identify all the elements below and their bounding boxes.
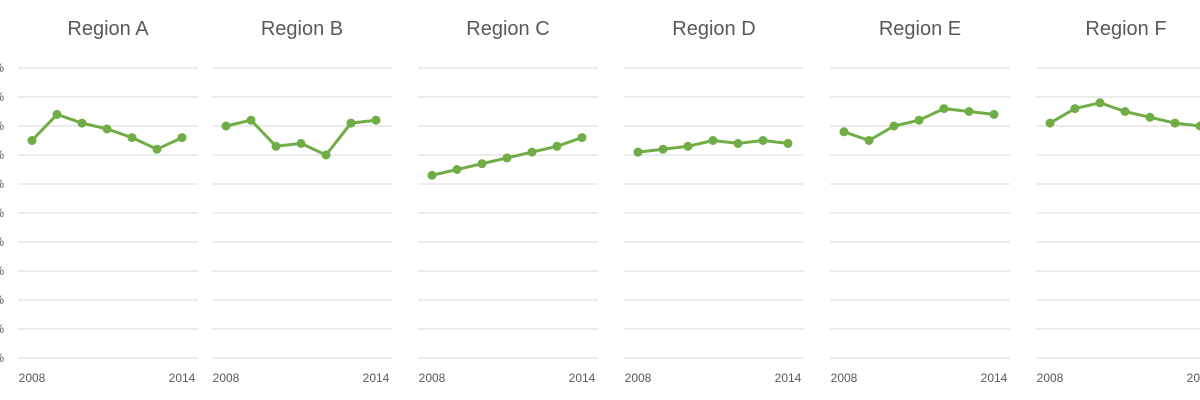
data-point <box>1045 118 1055 128</box>
data-point <box>1070 104 1080 114</box>
data-point <box>708 136 718 145</box>
y-tick-label: % <box>0 148 4 162</box>
panel-e: Region E 2008 2014 <box>830 18 1010 385</box>
data-point <box>221 121 231 131</box>
data-point <box>633 147 643 157</box>
data-point <box>527 147 537 157</box>
y-tick-label: % <box>0 119 4 133</box>
x-tick-label: 2014 <box>981 371 1008 385</box>
data-point <box>77 118 87 128</box>
panel-f: Region F 2008 2014 <box>1036 18 1200 385</box>
x-tick-label: 2014 <box>1187 371 1200 385</box>
panel-title: Region C <box>466 18 549 40</box>
data-point <box>733 138 743 148</box>
panel-b: Region B 2008 2014 <box>212 18 392 385</box>
data-point <box>964 107 974 116</box>
data-point <box>989 109 999 119</box>
data-point <box>864 136 874 145</box>
data-point <box>427 170 437 180</box>
y-tick-label: % <box>0 61 4 75</box>
data-point <box>177 133 187 143</box>
x-tick-label: 2014 <box>569 371 596 385</box>
panel-title: Region B <box>261 18 343 40</box>
data-point <box>683 141 693 151</box>
panel-c: Region C 2008 2014 <box>418 18 598 385</box>
panel-title: Region D <box>672 18 755 40</box>
data-point <box>27 136 37 145</box>
data-point <box>102 124 112 134</box>
data-point <box>152 144 162 154</box>
data-point <box>1170 118 1180 128</box>
x-tick-label: 2008 <box>19 371 46 385</box>
x-tick-label: 2014 <box>169 371 196 385</box>
x-tick-label: 2008 <box>625 371 652 385</box>
panel-title: Region E <box>879 18 961 40</box>
data-point <box>296 138 306 148</box>
y-tick-label: % <box>0 235 4 249</box>
data-point <box>658 144 668 154</box>
x-tick-label: 2014 <box>775 371 802 385</box>
data-point <box>839 127 849 137</box>
data-point <box>246 115 256 125</box>
data-point <box>939 104 949 114</box>
data-point <box>502 153 512 163</box>
x-tick-label: 2014 <box>363 371 390 385</box>
x-tick-label: 2008 <box>1037 371 1064 385</box>
data-point <box>783 138 793 148</box>
data-point <box>346 118 356 128</box>
data-point <box>577 133 587 143</box>
panel-a: Region A 2008 2014 <box>18 18 198 385</box>
data-point <box>1120 107 1130 116</box>
y-tick-label: % <box>0 90 4 104</box>
y-tick-label: % <box>0 177 4 191</box>
panel-title: Region F <box>1085 18 1166 40</box>
data-point <box>914 115 924 125</box>
data-point <box>271 141 281 151</box>
y-tick-label: % <box>0 322 4 336</box>
x-tick-label: 2008 <box>419 371 446 385</box>
y-tick-label: % <box>0 206 4 220</box>
data-point <box>1145 112 1155 122</box>
data-point <box>1095 98 1105 108</box>
y-tick-label: % <box>0 264 4 278</box>
y-tick-label: % <box>0 293 4 307</box>
data-point <box>889 121 899 131</box>
data-point <box>1195 121 1200 131</box>
data-point <box>477 159 487 169</box>
data-point <box>321 150 331 160</box>
data-point <box>371 115 381 125</box>
panel-d: Region D 2008 2014 <box>624 18 804 385</box>
x-tick-label: 2008 <box>831 371 858 385</box>
data-point <box>52 109 62 119</box>
data-point <box>127 133 137 143</box>
panel-title: Region A <box>67 18 149 40</box>
y-tick-label: % <box>0 351 4 365</box>
data-point <box>758 136 768 145</box>
x-tick-label: 2008 <box>213 371 240 385</box>
data-point <box>452 165 462 174</box>
data-point <box>552 141 562 151</box>
